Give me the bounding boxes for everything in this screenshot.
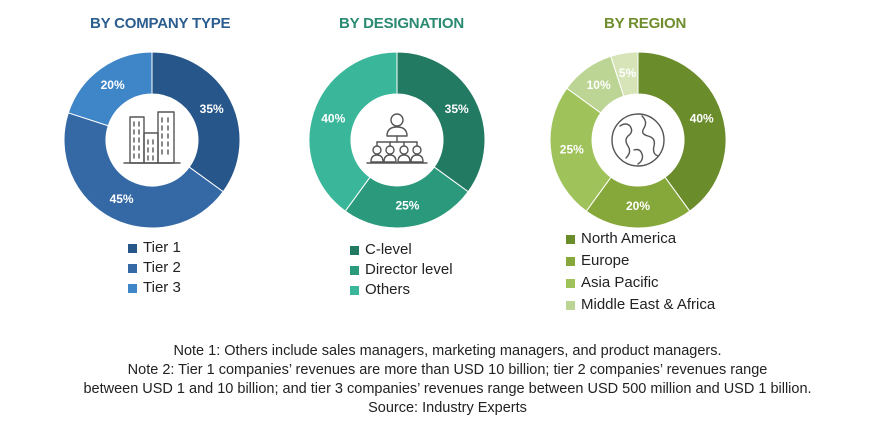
slice-north-america [637, 51, 727, 212]
legend-swatch [128, 243, 137, 253]
slice-label-north-america: 40% [690, 111, 714, 125]
legend-swatch [128, 283, 137, 293]
buildings-icon [123, 111, 181, 164]
company-type-title: BY COMPANY TYPE [90, 15, 231, 32]
slice-label-other: 5% [619, 66, 637, 80]
slice-tier-2 [63, 112, 224, 229]
legend-label: Asia Pacific [581, 274, 659, 291]
region-title: BY REGION [604, 15, 687, 32]
slice-tier-1 [151, 51, 241, 193]
slice-label-middle-east-africa: 10% [587, 78, 611, 92]
legend-swatch [128, 263, 137, 273]
legend-label: Europe [581, 252, 630, 269]
note-2-line-1: Note 2: Tier 1 companies’ revenues are m… [127, 362, 768, 378]
note-1: Note 1: Others include sales managers, m… [173, 343, 722, 359]
legend-label: Others [365, 281, 411, 298]
legend-item-tier-2: Tier 2 [128, 258, 181, 278]
slice-c-level [396, 51, 486, 193]
legend-swatch [566, 300, 575, 310]
slice-others [308, 51, 398, 212]
legend-swatch [350, 245, 359, 255]
legend-label: Middle East & Africa [581, 296, 716, 313]
slice-label-europe: 20% [626, 199, 650, 213]
legend-item-middle-east-africa: Middle East & Africa [566, 294, 715, 316]
slice-label-asia-pacific: 25% [560, 143, 584, 157]
region-donut-chart: 40% 20% 25% 10% 5% [549, 51, 727, 229]
legend-label: Director level [365, 261, 453, 278]
legend-swatch [566, 234, 575, 244]
slice-other [610, 51, 639, 97]
note-2-line-2: between USD 1 and 10 billion; and tier 3… [83, 381, 812, 397]
slice-label-c-level: 35% [445, 102, 469, 116]
legend-swatch [566, 278, 575, 288]
legend-item-europe: Europe [566, 250, 715, 272]
company-type-donut-chart: 35% 45% 20% [63, 51, 241, 229]
legend-label: Tier 2 [143, 259, 181, 276]
legend-label: Tier 3 [143, 279, 181, 296]
region-legend: North America Europe Asia Pacific Middle… [566, 228, 715, 316]
slice-label-director-level: 25% [395, 198, 419, 212]
slice-label-tier-1: 35% [200, 102, 224, 116]
legend-item-director-level: Director level [350, 260, 453, 280]
legend-swatch [350, 265, 359, 275]
slice-tier-3 [67, 51, 153, 127]
legend-label: C-level [365, 241, 412, 258]
slice-asia-pacific [549, 87, 612, 212]
legend-item-tier-1: Tier 1 [128, 238, 181, 258]
legend-swatch [566, 256, 575, 266]
slice-director-level [344, 166, 469, 229]
legend-item-tier-3: Tier 3 [128, 278, 181, 298]
legend-label: North America [581, 230, 677, 247]
legend-label: Tier 1 [143, 239, 181, 256]
globe-icon [611, 113, 665, 167]
designation-donut-chart: 35% 25% 40% [308, 51, 486, 229]
legend-item-c-level: C-level [350, 240, 453, 260]
org-hierarchy-icon [366, 113, 428, 164]
legend-item-others: Others [350, 280, 453, 300]
slice-label-tier-3: 20% [101, 78, 125, 92]
source-note: Source: Industry Experts [368, 400, 527, 416]
legend-item-north-america: North America [566, 228, 715, 250]
company-type-legend: Tier 1 Tier 2 Tier 3 [128, 238, 181, 298]
designation-legend: C-level Director level Others [350, 240, 453, 300]
slice-label-tier-2: 45% [110, 192, 134, 206]
slice-label-others: 40% [321, 111, 345, 125]
footnotes: Note 1: Others include sales managers, m… [0, 342, 895, 418]
legend-swatch [350, 285, 359, 295]
designation-title: BY DESIGNATION [339, 15, 464, 32]
legend-item-asia-pacific: Asia Pacific [566, 272, 715, 294]
